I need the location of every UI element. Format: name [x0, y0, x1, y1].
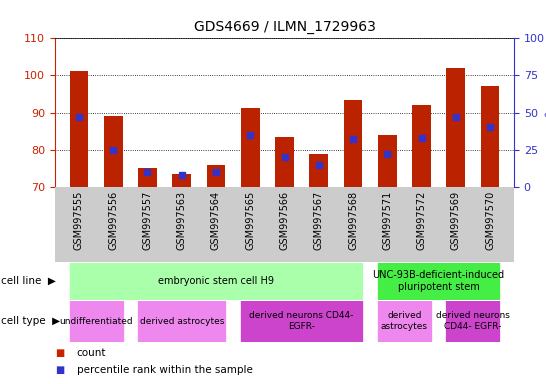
Text: GSM997572: GSM997572 — [417, 191, 426, 250]
Text: derived neurons
CD44- EGFR-: derived neurons CD44- EGFR- — [436, 311, 510, 331]
Text: count: count — [77, 348, 106, 358]
Title: GDS4669 / ILMN_1729963: GDS4669 / ILMN_1729963 — [194, 20, 376, 34]
Text: ■: ■ — [55, 348, 64, 358]
Bar — [240, 300, 363, 342]
Bar — [241, 108, 260, 187]
Text: GSM997570: GSM997570 — [485, 191, 495, 250]
Text: ■: ■ — [55, 364, 64, 374]
Text: GSM997555: GSM997555 — [74, 191, 84, 250]
Bar — [173, 174, 191, 187]
Text: GSM997566: GSM997566 — [280, 191, 289, 250]
Bar — [275, 137, 294, 187]
Bar — [138, 168, 157, 187]
Text: percentile rank within the sample: percentile rank within the sample — [77, 364, 253, 374]
Bar — [104, 116, 123, 187]
Text: GSM997568: GSM997568 — [348, 191, 358, 250]
Y-axis label: %: % — [544, 113, 546, 122]
Text: GSM997565: GSM997565 — [245, 191, 255, 250]
Text: GSM997556: GSM997556 — [108, 191, 118, 250]
Bar — [446, 300, 500, 342]
Text: embryonic stem cell H9: embryonic stem cell H9 — [158, 276, 274, 286]
Bar — [137, 300, 226, 342]
Text: GSM997571: GSM997571 — [382, 191, 392, 250]
Bar — [206, 165, 225, 187]
Text: GSM997563: GSM997563 — [177, 191, 187, 250]
Bar — [480, 86, 500, 187]
Text: derived neurons CD44-
EGFR-: derived neurons CD44- EGFR- — [250, 311, 354, 331]
Text: cell line  ▶: cell line ▶ — [1, 276, 56, 286]
Text: UNC-93B-deficient-induced
pluripotent stem: UNC-93B-deficient-induced pluripotent st… — [372, 270, 505, 292]
Text: undifferentiated: undifferentiated — [60, 317, 133, 326]
Bar — [69, 300, 123, 342]
Text: derived astrocytes: derived astrocytes — [140, 317, 224, 326]
Bar — [310, 154, 328, 187]
Text: GSM997564: GSM997564 — [211, 191, 221, 250]
Bar — [377, 300, 432, 342]
Text: GSM997557: GSM997557 — [143, 191, 152, 250]
Bar — [378, 135, 397, 187]
Text: derived
astrocytes: derived astrocytes — [381, 311, 428, 331]
Bar — [69, 71, 88, 187]
Text: GSM997567: GSM997567 — [314, 191, 324, 250]
Bar — [343, 99, 363, 187]
Text: GSM997569: GSM997569 — [451, 191, 461, 250]
Bar — [69, 262, 363, 300]
Bar — [446, 68, 465, 187]
Text: cell type  ▶: cell type ▶ — [1, 316, 60, 326]
Bar — [377, 262, 500, 300]
Bar — [412, 105, 431, 187]
